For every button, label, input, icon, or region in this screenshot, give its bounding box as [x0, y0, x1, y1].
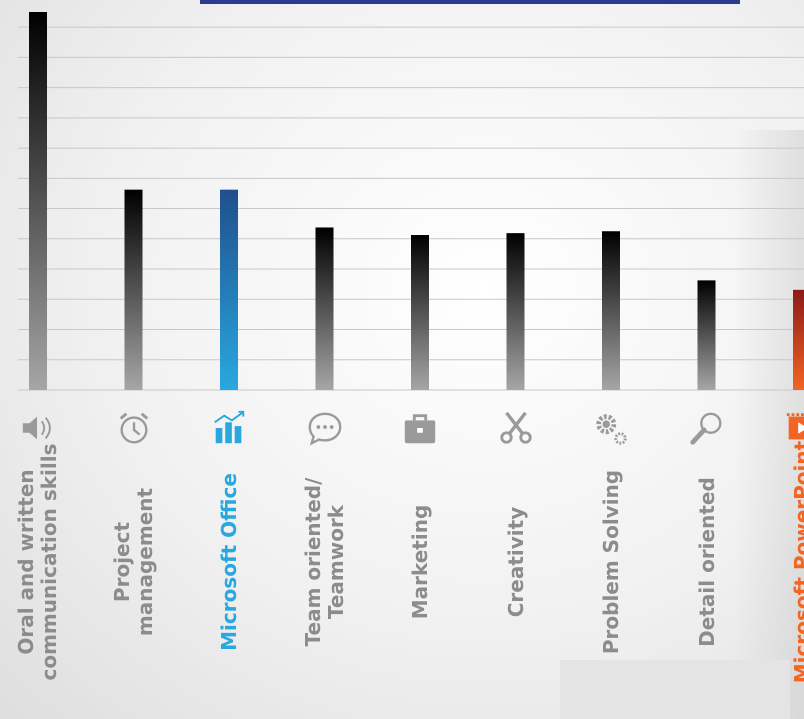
bar-chart-icon — [214, 410, 245, 444]
briefcase-icon — [404, 414, 436, 444]
category-label: Marketing — [407, 504, 432, 620]
category-label: Problem Solving — [598, 469, 623, 655]
background-laptop — [560, 660, 790, 719]
alarm-clock-icon — [119, 412, 148, 444]
category-label: Project management — [109, 487, 157, 637]
scissors-icon — [499, 411, 532, 444]
bar — [697, 280, 716, 390]
bars — [29, 12, 804, 390]
category-label: Team oriented/ Teamwork — [300, 477, 348, 647]
category-label: Detail oriented — [694, 477, 718, 647]
category-label: Microsoft Office — [216, 473, 241, 651]
category-label: Microsoft PowerPoint — [789, 440, 804, 684]
category-label: Creativity — [503, 506, 527, 618]
bar — [602, 231, 620, 390]
magnifier-icon — [689, 412, 721, 445]
speaker-icon — [22, 416, 51, 440]
presentation-icon — [786, 413, 804, 440]
gears-icon — [596, 414, 627, 445]
bar — [124, 189, 143, 390]
bar — [29, 12, 47, 390]
header-bar — [200, 0, 740, 4]
category-label: Oral and written communication skills — [14, 443, 61, 681]
bar — [793, 289, 804, 390]
bar — [506, 233, 525, 390]
bar — [315, 227, 334, 390]
bar — [220, 189, 238, 390]
gridlines — [18, 26, 804, 391]
bar — [411, 235, 429, 390]
speech-bubble-icon — [308, 412, 341, 446]
